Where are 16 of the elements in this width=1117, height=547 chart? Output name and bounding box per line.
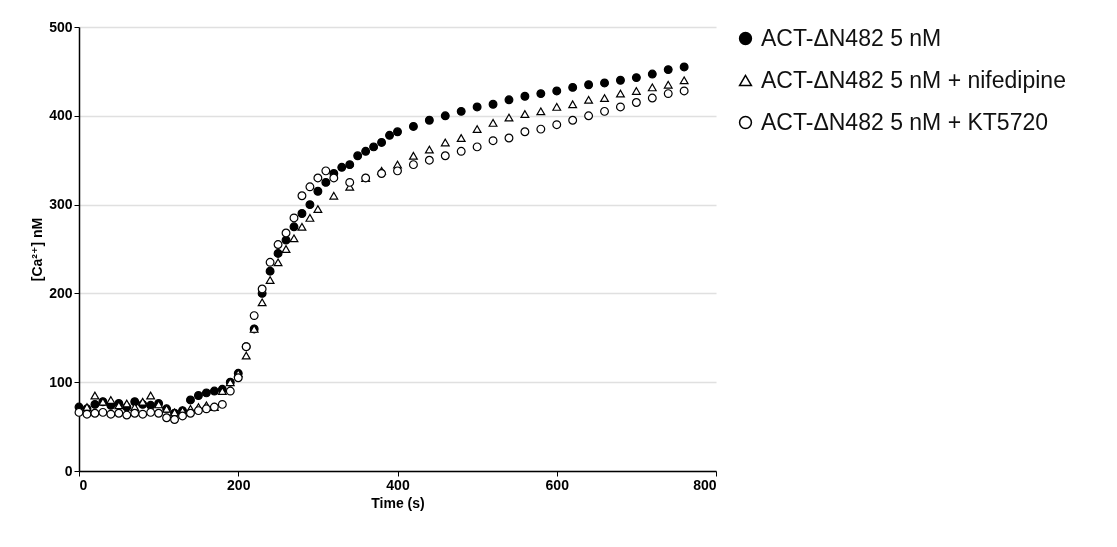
y-tick-label: 500 <box>49 18 73 35</box>
x-tick-label: 200 <box>227 476 251 493</box>
x-tick-label: 800 <box>693 476 717 493</box>
y-tick-label: 100 <box>49 373 73 390</box>
legend-label: ACT-ΔN482 5 nM <box>761 24 942 51</box>
y-tick-label: 0 <box>64 462 73 479</box>
x-tick-label: 600 <box>545 476 570 493</box>
x-axis-title: Time (s) <box>371 494 425 511</box>
y-tick-label: 200 <box>49 284 73 301</box>
y-tick-label: 300 <box>49 196 73 213</box>
y-tick-label: 400 <box>49 107 73 124</box>
legend-label: ACT-ΔN482 5 nM + KT5720 <box>761 108 1049 135</box>
legend-label: ACT-ΔN482 5 nM + nifedipine <box>761 66 1066 93</box>
x-tick-label: 400 <box>386 476 410 493</box>
y-axis-title: [Ca²⁺] nM <box>29 217 46 282</box>
x-tick-label: 0 <box>79 476 88 493</box>
